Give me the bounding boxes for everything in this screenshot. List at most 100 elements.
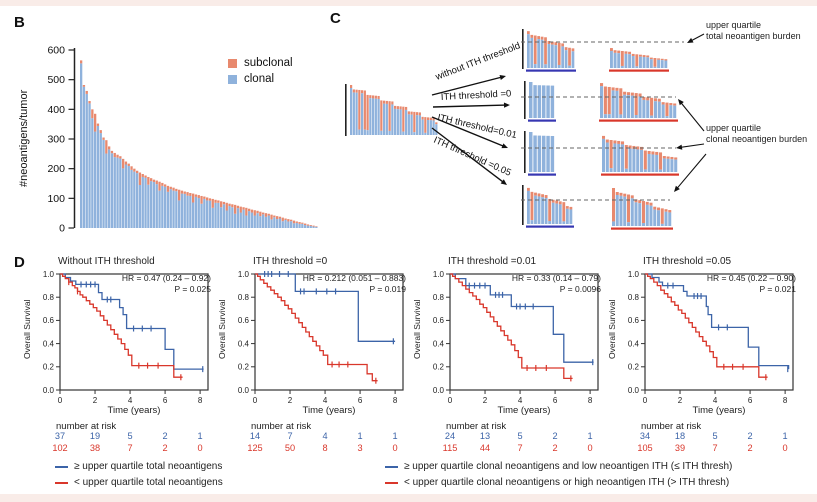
svg-text:4: 4 bbox=[322, 431, 327, 441]
svg-text:39: 39 bbox=[675, 443, 685, 453]
page-edge-bottom bbox=[0, 494, 817, 502]
svg-text:0.6: 0.6 bbox=[628, 316, 640, 325]
svg-text:4: 4 bbox=[323, 396, 328, 405]
svg-text:0.2: 0.2 bbox=[433, 363, 445, 372]
blue-line-swatch bbox=[385, 465, 398, 468]
svg-text:6: 6 bbox=[553, 396, 558, 405]
number-at-risk-label: number at risk bbox=[56, 421, 117, 432]
km-stats: HR = 0.212 (0.051 – 0.883) P = 0.019 bbox=[303, 273, 406, 295]
svg-text:2: 2 bbox=[288, 396, 293, 405]
svg-text:1: 1 bbox=[198, 431, 203, 441]
subclonal-swatch bbox=[228, 58, 237, 68]
svg-text:1.0: 1.0 bbox=[433, 270, 445, 279]
svg-text:1: 1 bbox=[588, 431, 593, 441]
blue-line-swatch bbox=[55, 465, 68, 468]
svg-text:0.6: 0.6 bbox=[433, 316, 445, 325]
svg-text:0.6: 0.6 bbox=[238, 316, 250, 325]
svg-text:7: 7 bbox=[127, 443, 132, 453]
legend-label: < upper quartile total neoantigens bbox=[74, 477, 223, 488]
panel-b: B #neoantigens/tumor 0 100 200 300 400 500 600… bbox=[10, 10, 330, 240]
p-value: P = 0.019 bbox=[369, 284, 406, 294]
clonal-label: clonal bbox=[244, 73, 275, 85]
number-at-risk-label: number at risk bbox=[251, 421, 312, 432]
svg-text:0.4: 0.4 bbox=[433, 339, 445, 348]
neoantigen-bar-chart: 0 100 200 300 400 500 600 bbox=[47, 45, 318, 235]
km-title: ITH threshold =0 bbox=[253, 256, 328, 267]
legend-item: < upper quartile total neoantigens bbox=[55, 477, 223, 488]
svg-text:upper quartile: upper quartile bbox=[706, 123, 761, 133]
svg-text:2: 2 bbox=[748, 443, 753, 453]
svg-text:105: 105 bbox=[637, 443, 652, 453]
km-plot-ith-001: ITH threshold =0.01 HR = 0.33 (0.14 – 0.… bbox=[410, 256, 605, 468]
svg-text:24: 24 bbox=[445, 431, 455, 441]
svg-text:ITH threshold =0.05: ITH threshold =0.05 bbox=[432, 135, 513, 179]
svg-text:5: 5 bbox=[712, 431, 717, 441]
km-plot-ith-0: ITH threshold =0 HR = 0.212 (0.051 – 0.8… bbox=[215, 256, 410, 468]
hr-value: HR = 0.33 (0.14 – 0.79) bbox=[511, 273, 601, 283]
svg-text:0.0: 0.0 bbox=[433, 386, 445, 395]
svg-text:0.2: 0.2 bbox=[628, 363, 640, 372]
km-plot-ith-005: ITH threshold =0.05 HR = 0.45 (0.22 – 0.… bbox=[605, 256, 800, 468]
svg-text:8: 8 bbox=[322, 443, 327, 453]
svg-text:13: 13 bbox=[480, 431, 490, 441]
p-value: P = 0.021 bbox=[759, 284, 796, 294]
svg-text:0: 0 bbox=[198, 443, 203, 453]
km-stats: HR = 0.33 (0.14 – 0.79) P = 0.0096 bbox=[512, 273, 601, 295]
svg-text:200: 200 bbox=[47, 163, 65, 175]
km-plot-without-ith: Without ITH threshold HR = 0.47 (0.24 – … bbox=[20, 256, 215, 468]
number-at-risk-label: number at risk bbox=[446, 421, 507, 432]
legend-item: ≥ upper quartile total neoantigens bbox=[55, 461, 223, 472]
svg-text:0.4: 0.4 bbox=[628, 339, 640, 348]
svg-text:without ITH threshold: without ITH threshold bbox=[433, 40, 522, 83]
hr-value: HR = 0.45 (0.22 – 0.90) bbox=[706, 273, 796, 283]
svg-text:100: 100 bbox=[47, 193, 65, 205]
panel-c-label: C bbox=[330, 10, 341, 27]
svg-text:0.6: 0.6 bbox=[43, 316, 55, 325]
svg-text:0.4: 0.4 bbox=[238, 339, 250, 348]
svg-text:7: 7 bbox=[287, 431, 292, 441]
svg-text:2: 2 bbox=[678, 396, 683, 405]
legend-label: ≥ upper quartile clonal neoantigens and … bbox=[404, 461, 733, 472]
svg-text:2: 2 bbox=[553, 443, 558, 453]
svg-text:0.0: 0.0 bbox=[43, 386, 55, 395]
svg-text:7: 7 bbox=[712, 443, 717, 453]
legend-item-subclonal: subclonal bbox=[228, 57, 293, 69]
km-title: ITH threshold =0.05 bbox=[643, 256, 732, 267]
km-x-axis-label: Time (years) bbox=[497, 405, 551, 416]
km-x-axis-label: Time (years) bbox=[107, 405, 161, 416]
hr-value: HR = 0.212 (0.051 – 0.883) bbox=[302, 273, 406, 283]
legend-item-clonal: clonal bbox=[228, 73, 293, 85]
panel-b-legend: subclonal clonal bbox=[228, 57, 293, 89]
svg-text:0.2: 0.2 bbox=[43, 363, 55, 372]
km-x-axis-label: Time (years) bbox=[302, 405, 356, 416]
svg-text:ITH threshold =0: ITH threshold =0 bbox=[441, 88, 512, 103]
svg-text:6: 6 bbox=[358, 396, 363, 405]
svg-text:500: 500 bbox=[47, 74, 65, 86]
svg-text:2: 2 bbox=[553, 431, 558, 441]
svg-text:0: 0 bbox=[253, 396, 258, 405]
svg-text:8: 8 bbox=[393, 396, 398, 405]
svg-text:1: 1 bbox=[783, 431, 788, 441]
svg-text:0: 0 bbox=[393, 443, 398, 453]
red-line-swatch bbox=[55, 481, 68, 484]
svg-text:14: 14 bbox=[250, 431, 260, 441]
svg-text:8: 8 bbox=[783, 396, 788, 405]
svg-text:clonal neoantigen burden: clonal neoantigen burden bbox=[706, 134, 807, 144]
svg-text:5: 5 bbox=[127, 431, 132, 441]
svg-text:0: 0 bbox=[643, 396, 648, 405]
svg-text:0.8: 0.8 bbox=[628, 293, 640, 302]
svg-text:37: 37 bbox=[55, 431, 65, 441]
svg-text:total neoantigen burden: total neoantigen burden bbox=[706, 31, 801, 41]
svg-text:18: 18 bbox=[675, 431, 685, 441]
page-edge-top bbox=[0, 0, 817, 6]
svg-text:2: 2 bbox=[93, 396, 98, 405]
km-title: ITH threshold =0.01 bbox=[448, 256, 537, 267]
svg-text:2: 2 bbox=[163, 431, 168, 441]
p-value: P = 0.0096 bbox=[559, 284, 601, 294]
svg-text:38: 38 bbox=[90, 443, 100, 453]
svg-text:ITH threshold=0.01: ITH threshold=0.01 bbox=[436, 112, 517, 141]
